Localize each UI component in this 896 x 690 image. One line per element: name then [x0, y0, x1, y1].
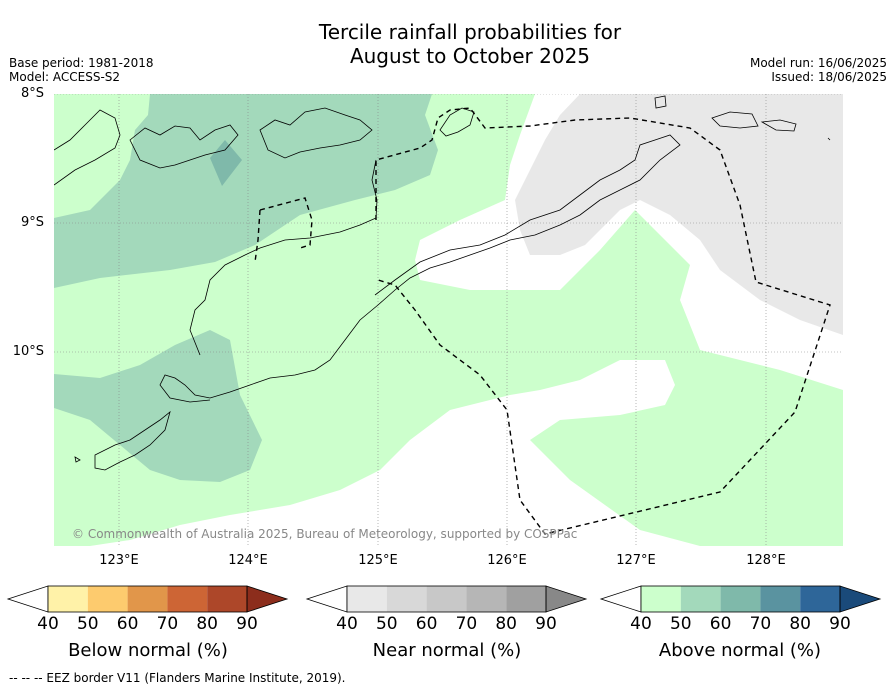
colorbar-tick-label: 90 [829, 614, 851, 634]
colorbar-left-extension [599, 585, 642, 613]
colorbar-right-extension [545, 585, 588, 613]
colorbar-tick-label: 90 [236, 614, 258, 634]
eez-border [254, 107, 831, 535]
colorbar-outline [47, 585, 248, 613]
map-title: Tercile rainfall probabilities for Augus… [220, 20, 720, 68]
colorbar-segment [466, 586, 507, 612]
lon-label-127e: 127°E [616, 553, 656, 568]
colorbar-tick-label: 80 [495, 614, 517, 634]
colorbar-left-extension [305, 585, 348, 613]
colorbar-segment [760, 586, 801, 612]
colorbar-segment [426, 586, 467, 612]
colorbar-tick-label: 40 [336, 614, 358, 634]
colorbar-outline [346, 585, 547, 613]
colorbar-segment [680, 586, 721, 612]
lon-label-123e: 123°E [99, 553, 139, 568]
colorbar-tick-label: 50 [375, 614, 398, 634]
colorbar-tick-label: 60 [116, 614, 139, 634]
issued-date: Issued: 18/06/2025 [771, 70, 887, 84]
lon-label-126e: 126°E [487, 553, 527, 568]
colorbar-tick-label: 50 [669, 614, 692, 634]
colorbar-tick-label: 60 [709, 614, 732, 634]
below-normal-label: Below normal (%) [68, 640, 228, 661]
near-normal-40-region [515, 94, 843, 335]
colorbar-segment [207, 586, 247, 612]
colorbar-outline [640, 585, 841, 613]
colorbar-right-extension [246, 585, 289, 613]
colorbar-segment [167, 586, 208, 612]
colorbar-tick-label: 40 [37, 614, 59, 634]
colorbar-tick-label: 80 [196, 614, 218, 634]
colorbar-segment [48, 586, 88, 612]
eez-footer-note: -- -- -- EEZ border V11 (Flanders Marine… [9, 671, 346, 685]
near-normal-label: Near normal (%) [372, 640, 522, 661]
colorbar-segment [800, 586, 840, 612]
colorbars [6, 585, 882, 613]
colorbar-tick-label: 70 [156, 614, 179, 634]
colorbar-tick-label: 70 [455, 614, 478, 634]
base-period: Base period: 1981-2018 [9, 56, 154, 70]
graticule [54, 94, 843, 546]
colorbar-segment [87, 586, 128, 612]
colorbar-segment [386, 586, 427, 612]
model-run: Model run: 16/06/2025 [749, 56, 887, 70]
title-line-2: August to October 2025 [349, 44, 591, 68]
colorbar-right-extension [839, 585, 882, 613]
colorbar-left-extension [6, 585, 49, 613]
colorbar-segment [506, 586, 546, 612]
colorbar-tick-label: 90 [535, 614, 557, 634]
colorbar-tick-label: 80 [789, 614, 811, 634]
colorbar-segment [127, 586, 168, 612]
lon-label-124e: 124°E [228, 553, 268, 568]
above-normal-50-region-south [54, 330, 262, 482]
title-line-1: Tercile rainfall probabilities for [318, 20, 622, 44]
colorbar-segment [641, 586, 681, 612]
above-normal-label: Above normal (%) [658, 640, 822, 661]
meta-right: Model run: 16/06/2025 Issued: 18/06/2025 [750, 56, 887, 84]
colorbar-tick-label: 70 [749, 614, 772, 634]
meta-left: Base period: 1981-2018 Model: ACCESS-S2 [9, 56, 154, 84]
lon-label-128e: 128°E [746, 553, 786, 568]
above-normal-50-region [54, 94, 438, 288]
lat-label-10s: 10°S [12, 344, 44, 359]
copyright-notice: © Commonwealth of Australia 2025, Bureau… [72, 527, 578, 541]
lat-label-9s: 9°S [20, 215, 44, 230]
colorbar-tick-label: 60 [415, 614, 438, 634]
lon-label-125e: 125°E [358, 553, 398, 568]
lat-label-8s: 8°S [20, 86, 44, 101]
colorbar-segment [720, 586, 761, 612]
colorbar-tick-label: 50 [76, 614, 99, 634]
colorbar-segment [347, 586, 387, 612]
model-name: Model: ACCESS-S2 [9, 70, 121, 84]
colorbar-tick-label: 40 [630, 614, 652, 634]
